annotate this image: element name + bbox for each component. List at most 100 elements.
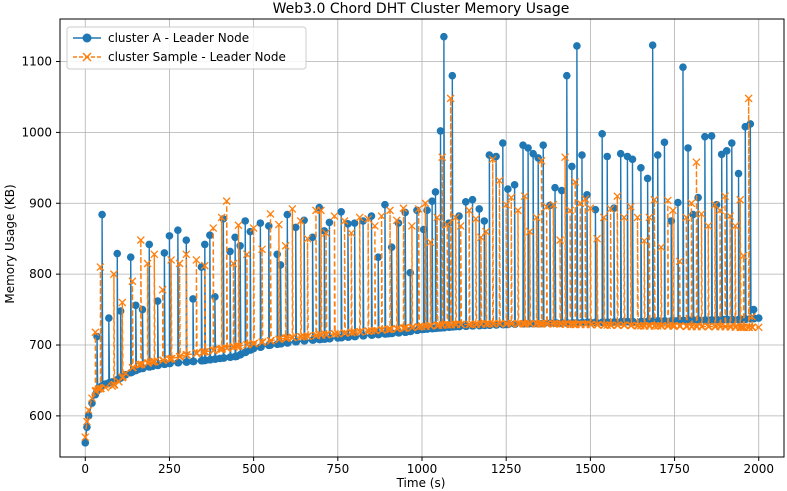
data-point-cluster-sample <box>356 327 365 336</box>
data-point-cluster-sample <box>599 213 608 222</box>
data-point-cluster-sample <box>136 236 145 245</box>
data-point-cluster-sample <box>303 234 312 243</box>
data-point-cluster-sample <box>414 204 423 213</box>
data-point-cluster-sample <box>82 417 91 426</box>
data-point-cluster-a <box>291 223 300 232</box>
data-point-cluster-sample <box>421 199 430 208</box>
data-point-cluster-sample <box>704 221 713 230</box>
data-point-cluster-sample <box>84 406 93 415</box>
data-point-cluster-sample <box>223 344 232 352</box>
data-point-cluster-a <box>746 120 755 128</box>
data-point-cluster-a <box>510 181 519 189</box>
data-point-cluster-sample <box>697 209 706 218</box>
data-point-cluster-sample <box>550 319 558 328</box>
data-point-cluster-a <box>189 295 197 303</box>
data-point-cluster-a <box>201 240 209 249</box>
data-point-cluster-sample <box>347 229 356 237</box>
data-point-cluster-sample <box>401 324 410 332</box>
data-point-cluster-sample <box>129 363 138 372</box>
data-point-cluster-sample <box>633 213 642 222</box>
data-point-cluster-sample <box>433 213 442 222</box>
data-point-cluster-sample <box>607 321 616 330</box>
data-point-cluster-sample <box>192 256 201 264</box>
data-point-cluster-sample <box>482 227 490 236</box>
data-point-cluster-sample <box>502 200 511 209</box>
data-point-cluster-a <box>573 42 581 50</box>
data-point-cluster-sample <box>535 319 544 328</box>
data-point-cluster-sample <box>347 328 356 337</box>
data-point-cluster-a <box>241 217 250 225</box>
data-point-cluster-sample <box>657 243 666 252</box>
data-point-cluster-sample <box>721 192 730 201</box>
data-point-cluster-sample <box>488 155 497 164</box>
data-point-cluster-a <box>423 206 431 215</box>
y-tick-label: 600 <box>29 409 52 423</box>
data-point-cluster-a <box>674 198 682 207</box>
data-point-cluster-sample <box>748 312 756 321</box>
data-point-cluster-a <box>499 139 507 147</box>
data-point-cluster-sample <box>235 342 244 350</box>
data-point-cluster-a <box>387 243 396 252</box>
y-tick-label: 1100 <box>21 55 52 69</box>
data-point-cluster-sample <box>209 224 218 233</box>
data-point-cluster-a <box>276 261 285 269</box>
data-point-cluster-sample <box>426 238 435 247</box>
data-point-cluster-sample <box>249 224 258 233</box>
data-point-cluster-sample <box>737 323 746 332</box>
data-point-cluster-sample <box>692 158 701 167</box>
legend-marker-cluster-a <box>82 33 92 43</box>
data-point-cluster-a <box>183 358 191 366</box>
data-point-cluster-sample <box>457 320 466 329</box>
axes <box>56 18 785 461</box>
data-point-cluster-a <box>440 32 448 41</box>
y-axis-label: Memory Usage (KB) <box>3 184 17 303</box>
data-point-cluster-sample <box>200 261 209 270</box>
data-point-cluster-sample <box>150 250 159 259</box>
data-point-cluster-a <box>578 151 586 159</box>
data-point-cluster-sample <box>242 250 251 259</box>
data-point-cluster-sample <box>566 206 575 215</box>
data-point-cluster-sample <box>274 220 283 229</box>
data-point-cluster-a <box>524 144 532 152</box>
data-point-cluster-sample <box>627 321 636 330</box>
data-point-cluster-a <box>236 241 244 250</box>
data-point-cluster-a <box>165 232 174 240</box>
legend-label-cluster-a: cluster A - Leader Node <box>108 31 249 45</box>
chart-title: Web3.0 Chord DHT Cluster Memory Usage <box>273 1 570 17</box>
data-point-cluster-sample <box>514 206 522 215</box>
data-point-cluster-a <box>419 225 428 234</box>
grid-lines <box>60 19 784 457</box>
data-point-cluster-sample <box>392 216 401 225</box>
data-point-cluster-a <box>722 147 731 155</box>
data-point-cluster-sample <box>495 176 504 185</box>
data-point-cluster-sample <box>201 347 210 356</box>
data-point-cluster-sample <box>275 335 284 344</box>
data-point-cluster-a <box>174 226 182 235</box>
data-point-cluster-sample <box>465 206 474 215</box>
y-tick-label: 900 <box>29 196 52 210</box>
data-point-cluster-a <box>325 218 334 227</box>
x-tick-label: 1250 <box>491 462 522 476</box>
data-point-cluster-sample <box>400 324 409 333</box>
data-point-cluster-a <box>182 236 191 244</box>
data-point-cluster-sample <box>288 204 297 213</box>
data-point-cluster-a <box>131 301 140 310</box>
data-point-cluster-a <box>309 336 318 344</box>
data-point-cluster-sample <box>626 202 635 211</box>
data-point-cluster-a <box>407 327 415 336</box>
data-point-cluster-sample <box>744 94 753 103</box>
data-point-cluster-a <box>754 314 763 322</box>
data-point-cluster-a <box>557 186 566 195</box>
data-point-cluster-a <box>105 314 113 322</box>
y-tick-label: 1000 <box>21 125 52 139</box>
data-point-cluster-a <box>637 164 645 172</box>
data-point-cluster-sample <box>657 321 666 330</box>
data-point-cluster-sample <box>322 330 331 339</box>
data-point-cluster-sample <box>675 257 684 266</box>
data-point-cluster-a <box>616 149 625 158</box>
data-point-cluster-sample <box>645 213 654 222</box>
data-point-cluster-a <box>138 305 147 314</box>
data-point-cluster-a <box>231 233 239 242</box>
data-point-cluster-sample <box>322 229 330 237</box>
